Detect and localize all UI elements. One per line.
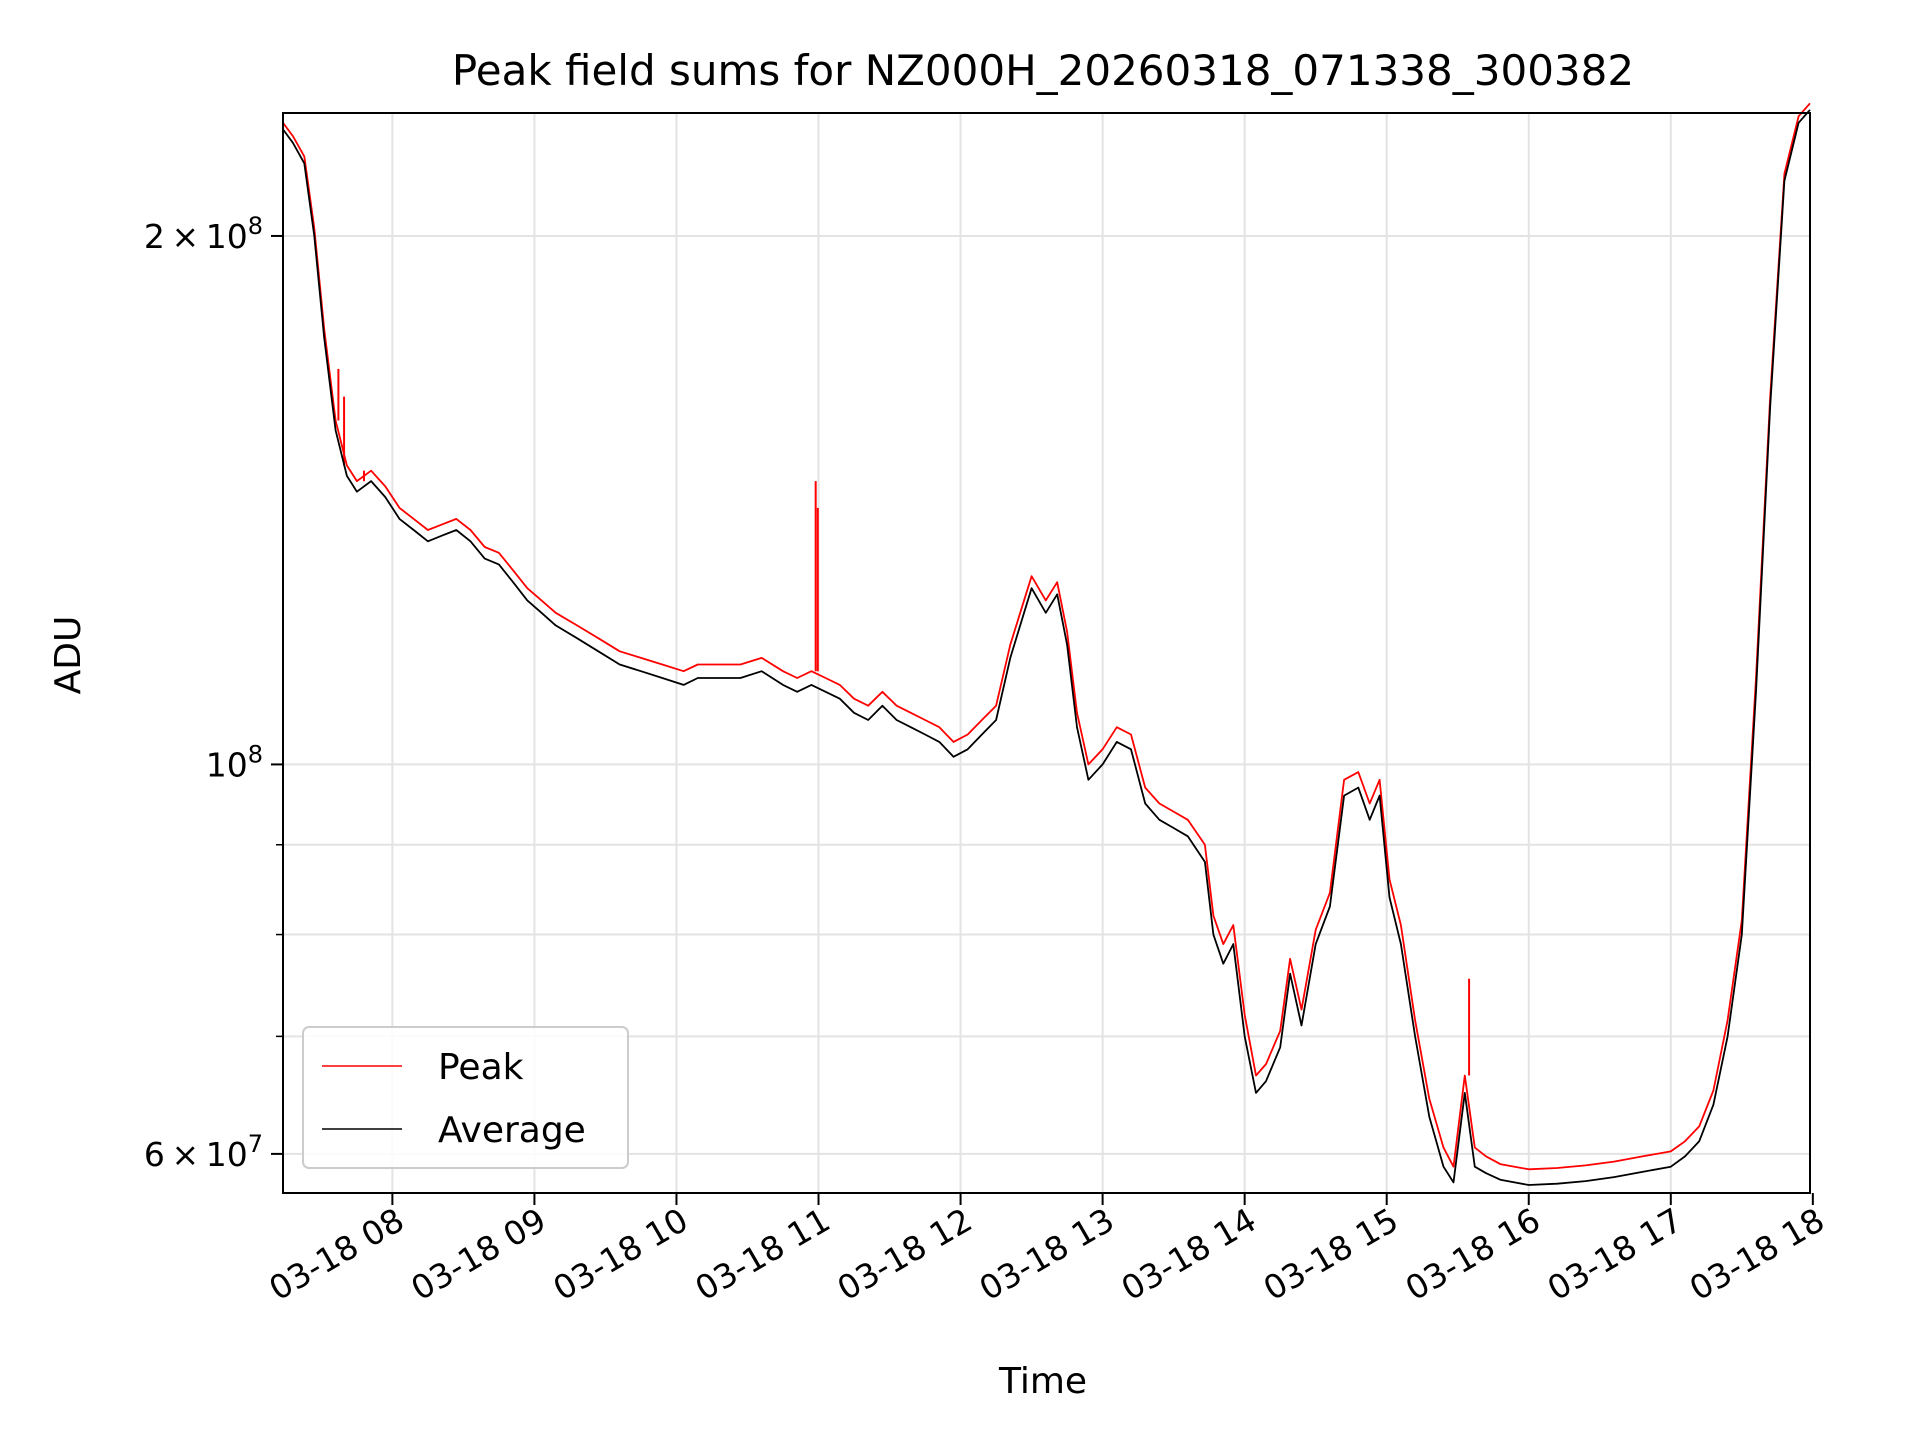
grid <box>283 113 1810 1193</box>
series-line-average <box>282 109 1811 1186</box>
legend-box <box>302 1026 629 1169</box>
y-tick-label: 108 <box>206 740 263 784</box>
chart-title: Peak field sums for NZ000H_20260318_0713… <box>452 46 1634 95</box>
legend-label-average: Average <box>438 1110 586 1151</box>
legend: Peak Average <box>302 1026 629 1169</box>
y-tick-label: 6 × 107 <box>144 1130 263 1174</box>
y-axis-label: ADU <box>48 616 89 695</box>
plot-frame <box>282 112 1811 1194</box>
series <box>282 102 1811 1186</box>
y-tick-label: 2 × 108 <box>144 212 263 256</box>
legend-label-peak: Peak <box>438 1047 524 1088</box>
series-line-peak <box>282 102 1811 1171</box>
x-axis-label: Time <box>998 1361 1087 1402</box>
